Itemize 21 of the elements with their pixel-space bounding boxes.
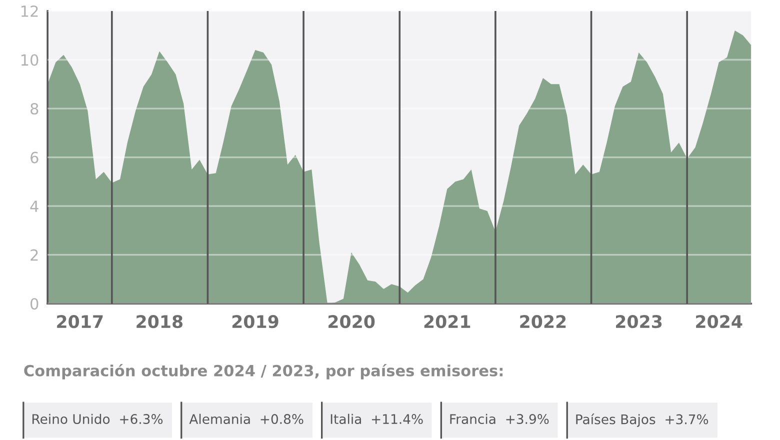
x-tick-label: 2023 [616, 315, 662, 328]
y-tick-label: 12 [21, 5, 38, 17]
x-tick-label: 2019 [232, 315, 278, 328]
y-tick-label: 8 [30, 103, 38, 115]
x-tick-label: 2021 [424, 315, 470, 328]
x-tick-label: 2022 [520, 315, 566, 328]
y-tick-label: 2 [30, 249, 38, 261]
x-tick-label: 2018 [136, 315, 182, 328]
y-tick-label: 6 [30, 152, 38, 164]
y-tick-label: 10 [21, 54, 38, 66]
x-tick-label: 2017 [57, 315, 103, 328]
text: Italia +11.4% [330, 414, 423, 424]
text: Comparación octubre 2024 / 2023, por países emisores: [24, 364, 502, 380]
text: Países Bajos +3.7% [576, 414, 708, 427]
x-tick-label: 2024 [696, 315, 742, 328]
text: Francia +3.9% [450, 414, 549, 424]
y-tick-label: 4 [30, 200, 38, 212]
y-tick-label: 0 [30, 298, 38, 310]
text: Reino Unido +6.3% [32, 414, 163, 424]
x-tick-label: 2020 [328, 315, 375, 328]
text: Alemania +0.8% [189, 414, 304, 424]
